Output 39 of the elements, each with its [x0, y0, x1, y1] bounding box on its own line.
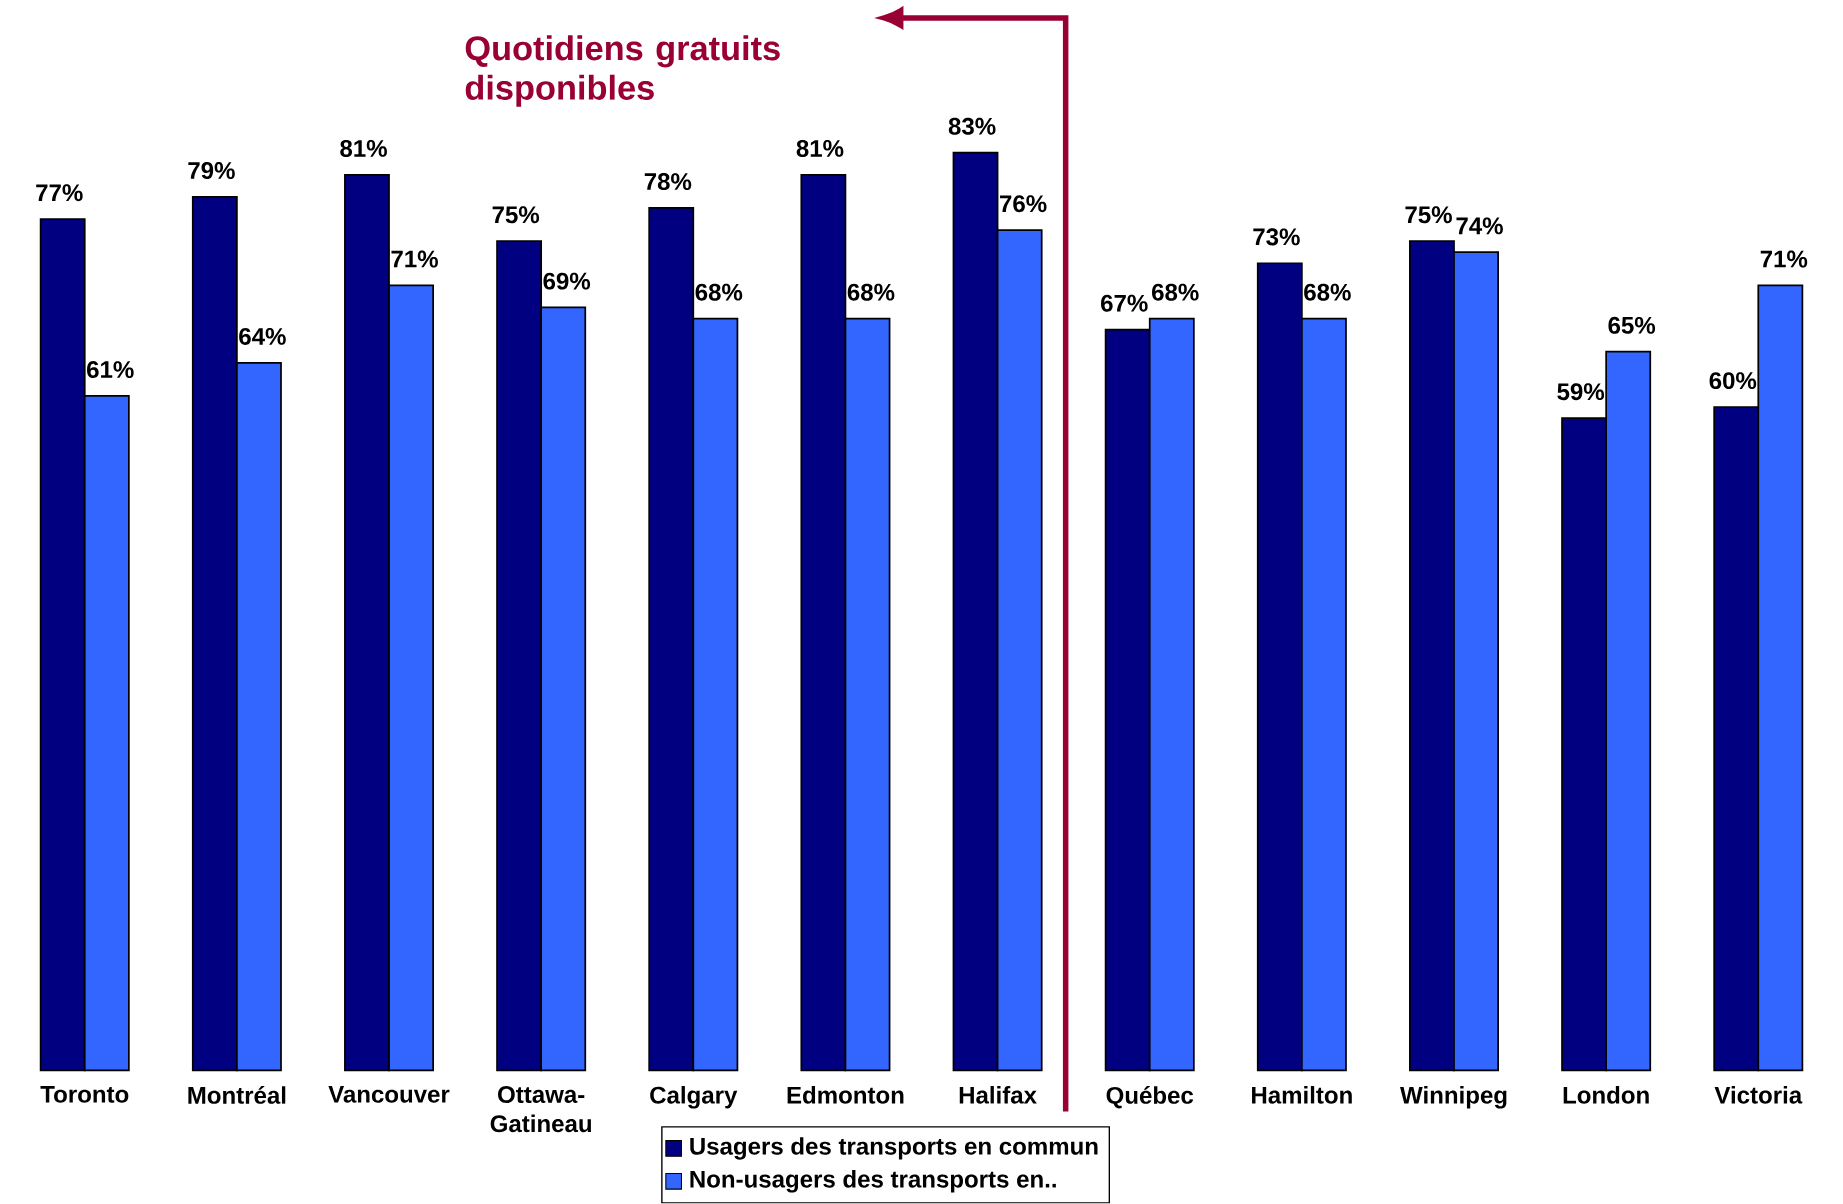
data-label: 60% — [1709, 372, 1757, 390]
x-tick-label: Hamilton — [1252, 1086, 1352, 1104]
x-tick-label: Halifax — [959, 1086, 1037, 1104]
x-tick-label: Montréal — [188, 1086, 286, 1105]
data-label: 68% — [1304, 283, 1351, 301]
x-tick-label: Québec — [1106, 1086, 1194, 1109]
data-label: 67% — [1101, 294, 1148, 312]
data-label: 68% — [695, 283, 743, 301]
data-label: 74% — [1456, 217, 1503, 235]
data-label: 68% — [1152, 283, 1199, 301]
data-label: 75% — [492, 206, 540, 224]
data-label: 81% — [340, 140, 387, 158]
data-label: 77% — [36, 184, 83, 202]
x-tick-label: Calgary — [650, 1086, 738, 1109]
x-tick-label: Edmonton — [787, 1086, 904, 1104]
data-label: 64% — [239, 328, 286, 346]
x-tick-label: Victoria — [1714, 1086, 1803, 1104]
data-label: 71% — [391, 250, 438, 268]
legend-label: Non-usagers des transports en.. — [690, 1170, 1056, 1193]
data-label: 65% — [1608, 317, 1656, 335]
x-tick-label: London — [1563, 1086, 1649, 1104]
data-label: 59% — [1557, 383, 1605, 401]
x-tick-label: Winnipeg — [1400, 1086, 1507, 1109]
data-label: 75% — [1405, 206, 1452, 224]
x-tick-label: Ottawa-Gatineau — [490, 1086, 591, 1133]
data-label: 71% — [1760, 250, 1808, 268]
legend-label: Usagers des transports en commun — [690, 1137, 1098, 1160]
data-label: 83% — [948, 118, 996, 136]
data-label: 61% — [87, 361, 134, 379]
x-tick-label: Vancouver — [328, 1086, 450, 1103]
text: Quotidiens gratuits disponibles — [465, 35, 780, 107]
data-label: 76% — [1000, 195, 1047, 213]
data-label: 79% — [188, 162, 235, 180]
data-label: 78% — [644, 173, 692, 191]
x-tick-label: Toronto — [40, 1086, 129, 1103]
data-label: 69% — [543, 272, 591, 290]
data-label: 81% — [796, 140, 844, 158]
data-label: 73% — [1253, 228, 1300, 246]
data-label: 68% — [847, 283, 895, 301]
